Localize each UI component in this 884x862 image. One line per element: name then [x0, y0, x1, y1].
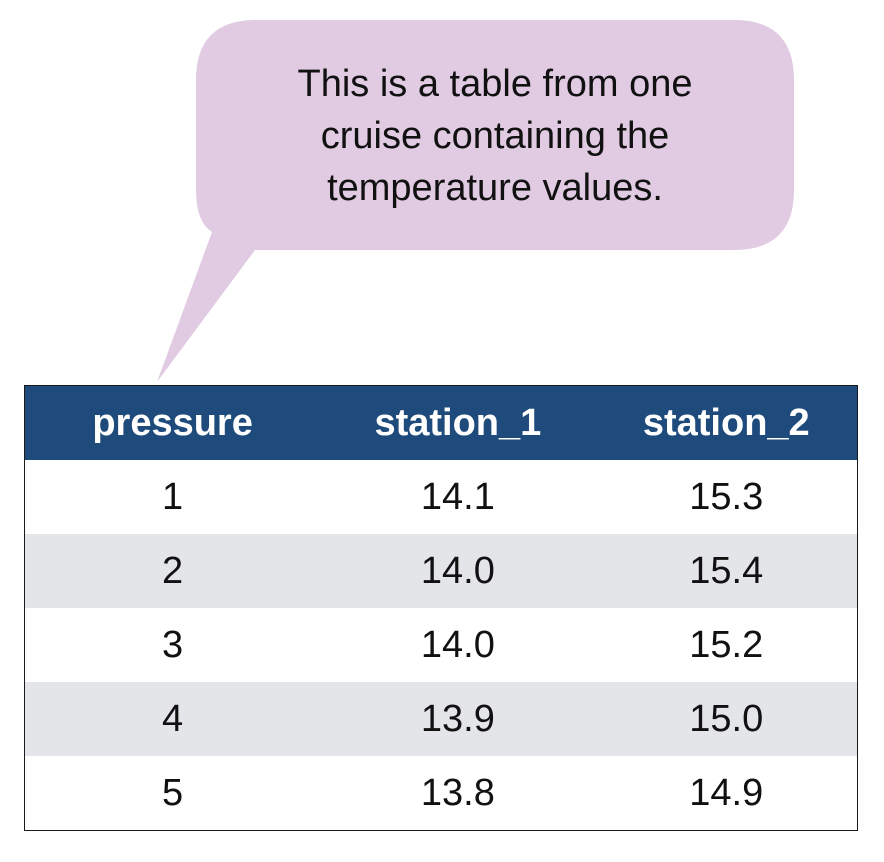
table-row: 4 13.9 15.0	[24, 682, 858, 756]
table-body: 1 14.1 15.3 2 14.0 15.4 3 14.0 15.2 4 13…	[24, 460, 858, 831]
table-row: 3 14.0 15.2	[24, 608, 858, 682]
column-header-station-1: station_1	[320, 385, 596, 460]
callout-line: cruise containing the	[320, 115, 670, 157]
table-header: pressure station_1 station_2	[24, 385, 858, 460]
cell-station-1: 14.0	[320, 608, 596, 682]
callout-text: This is a table from one cruise containi…	[196, 58, 794, 214]
cell-station-2: 15.3	[595, 460, 858, 534]
cell-pressure: 4	[24, 682, 321, 756]
cell-pressure: 2	[24, 534, 321, 608]
cell-station-1: 13.9	[320, 682, 596, 756]
cell-station-1: 14.0	[320, 534, 596, 608]
table-row: 2 14.0 15.4	[24, 534, 858, 608]
cell-pressure: 5	[24, 756, 321, 831]
cell-pressure: 3	[24, 608, 321, 682]
table-row: 5 13.8 14.9	[24, 756, 858, 831]
speech-bubble	[157, 20, 794, 382]
column-header-pressure: pressure	[24, 385, 321, 460]
cell-station-1: 14.1	[320, 460, 596, 534]
table-row: 1 14.1 15.3	[24, 460, 858, 534]
speech-bubble-shape	[157, 20, 794, 382]
cell-station-2: 14.9	[595, 756, 858, 831]
header-row: pressure station_1 station_2	[24, 385, 858, 460]
cell-station-2: 15.2	[595, 608, 858, 682]
column-header-station-2: station_2	[595, 385, 858, 460]
temperature-table: pressure station_1 station_2 1 14.1 15.3…	[24, 385, 858, 831]
callout-line: This is a table from one	[297, 63, 693, 105]
cell-station-2: 15.4	[595, 534, 858, 608]
cell-station-2: 15.0	[595, 682, 858, 756]
callout-line: temperature values.	[327, 167, 663, 209]
cell-station-1: 13.8	[320, 756, 596, 831]
cell-pressure: 1	[24, 460, 321, 534]
